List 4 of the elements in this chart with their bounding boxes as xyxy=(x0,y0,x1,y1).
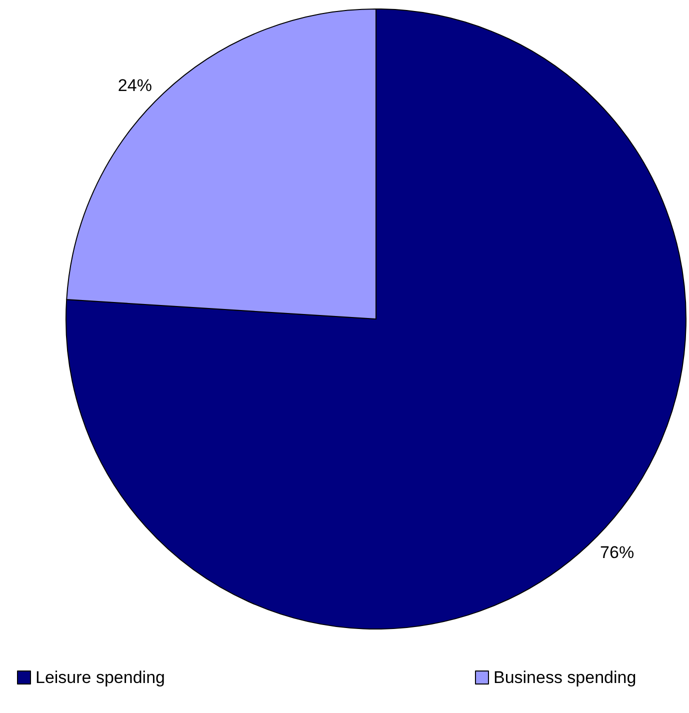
data-label: 76% xyxy=(600,542,634,562)
legend-label: Business spending xyxy=(493,668,636,687)
data-label: 24% xyxy=(118,76,152,96)
legend-label: Leisure spending xyxy=(36,668,165,687)
